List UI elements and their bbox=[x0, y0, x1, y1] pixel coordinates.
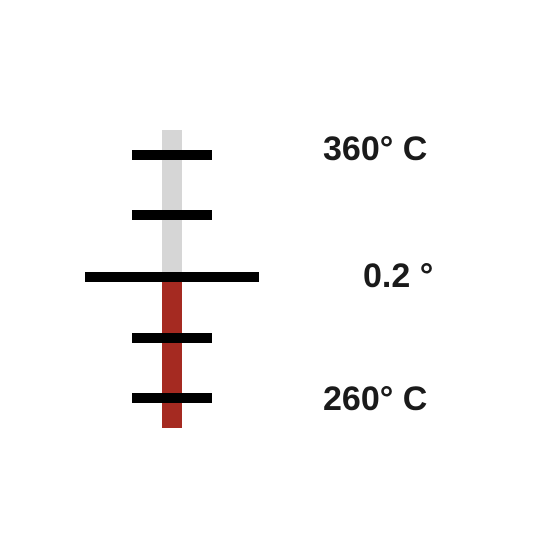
temperature-label-bottom: 260° C bbox=[323, 380, 427, 419]
thermometer-tick-minor bbox=[132, 150, 212, 160]
temperature-label-middle: 0.2 ° bbox=[363, 257, 433, 296]
thermometer-tick-minor bbox=[132, 333, 212, 343]
thermometer-tick-minor bbox=[132, 393, 212, 403]
thermometer-tube-fill bbox=[162, 277, 182, 428]
temperature-label-top: 360° C bbox=[323, 130, 427, 169]
thermometer-tick-major bbox=[85, 272, 259, 282]
thermometer-tick-minor bbox=[132, 210, 212, 220]
